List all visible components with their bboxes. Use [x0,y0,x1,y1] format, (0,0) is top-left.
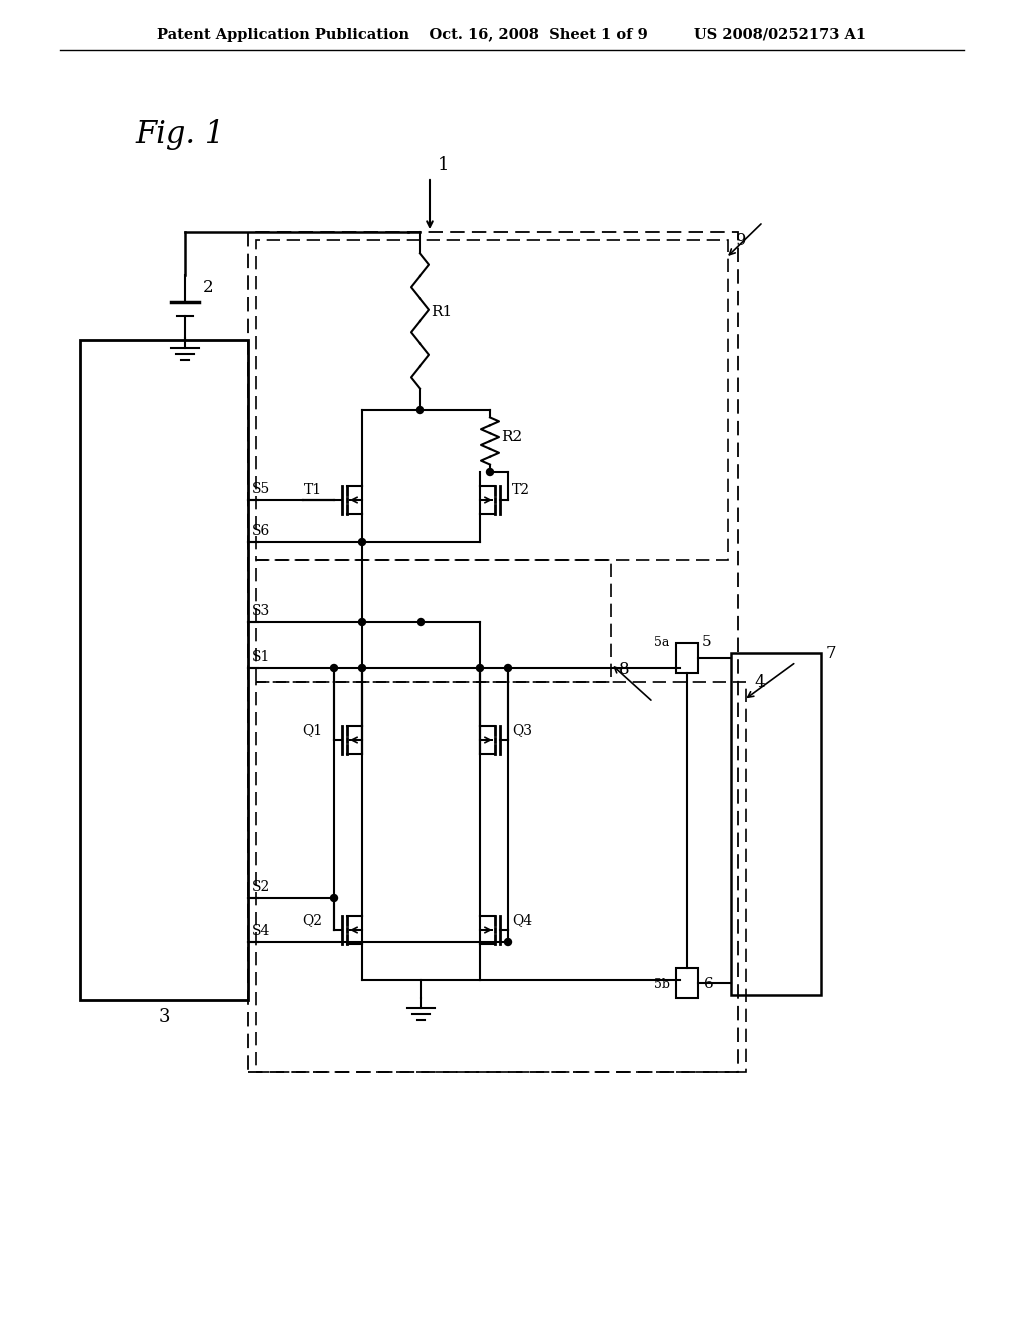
Circle shape [331,664,338,672]
Text: Q2: Q2 [302,913,322,927]
Circle shape [358,664,366,672]
Text: 1: 1 [438,156,450,174]
Text: 7: 7 [826,645,837,663]
Bar [676,643,698,673]
Bar [676,968,698,998]
Bar [80,341,248,1001]
Text: Q3: Q3 [512,723,532,737]
Text: Fig. 1: Fig. 1 [135,120,224,150]
Text: Q1: Q1 [302,723,323,737]
Circle shape [505,939,512,945]
Bar [256,560,611,682]
Circle shape [358,539,366,545]
Text: 3: 3 [159,1008,170,1026]
Text: Patent Application Publication    Oct. 16, 2008  Sheet 1 of 9         US 2008/02: Patent Application Publication Oct. 16, … [158,28,866,42]
Text: 2: 2 [203,279,214,296]
Text: 9: 9 [736,232,746,249]
Text: T1: T1 [304,483,323,498]
Text: 4: 4 [754,675,765,690]
Circle shape [358,619,366,626]
Bar [731,653,821,995]
Text: S1: S1 [252,649,270,664]
Circle shape [505,664,512,672]
Text: R1: R1 [431,305,453,319]
Text: Q4: Q4 [512,913,532,927]
Text: S2: S2 [252,880,270,894]
Text: S5: S5 [252,482,270,496]
Text: 5b: 5b [654,978,670,991]
Circle shape [418,619,425,626]
Text: T2: T2 [512,483,530,498]
Circle shape [417,407,424,413]
Bar [256,240,728,560]
Circle shape [331,895,338,902]
Circle shape [476,664,483,672]
Text: 5a: 5a [654,636,670,649]
Text: S3: S3 [252,605,270,618]
Text: 6: 6 [705,977,714,991]
Text: 5: 5 [702,635,712,649]
Bar [248,232,738,1072]
Text: 8: 8 [618,661,630,678]
Text: R2: R2 [501,430,522,444]
Circle shape [486,469,494,475]
Text: S6: S6 [252,524,270,539]
Bar [256,682,746,1072]
Text: S4: S4 [252,924,270,939]
